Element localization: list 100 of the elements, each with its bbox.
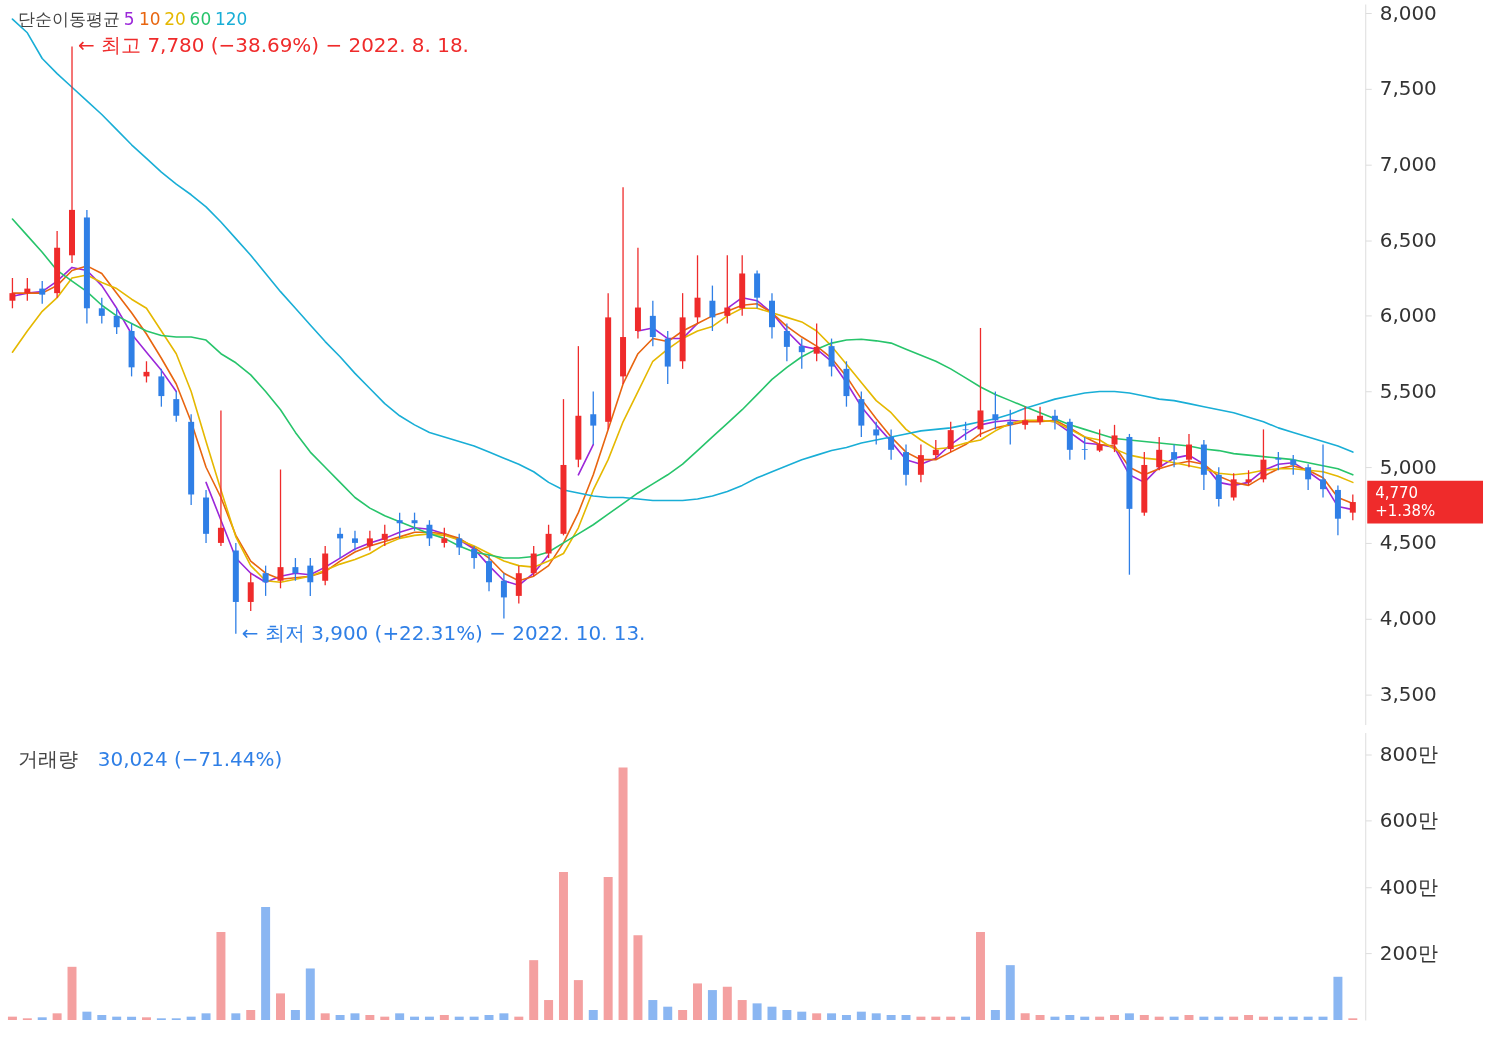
bar xyxy=(454,1016,464,1020)
bar xyxy=(112,1016,122,1020)
bar xyxy=(871,1013,881,1020)
bar xyxy=(141,1017,151,1020)
bar xyxy=(380,1016,390,1020)
bar xyxy=(633,935,643,1020)
candlestick xyxy=(590,390,597,446)
bar xyxy=(201,1013,211,1020)
y-tick-label: 400만 xyxy=(1379,874,1438,899)
candlestick xyxy=(1022,406,1029,431)
bar xyxy=(1124,1013,1134,1020)
bar xyxy=(737,1000,747,1020)
y-tick-label: 8,000 xyxy=(1379,0,1437,25)
y-tick-label: 200만 xyxy=(1379,941,1438,966)
bar xyxy=(678,1010,688,1020)
candlestick xyxy=(813,322,820,362)
bar xyxy=(975,931,985,1020)
bar xyxy=(1095,1016,1105,1020)
bar xyxy=(990,1010,1000,1020)
bar xyxy=(395,1013,405,1020)
bar xyxy=(216,931,226,1020)
bar xyxy=(97,1014,107,1020)
candlestick xyxy=(247,572,254,612)
bar xyxy=(827,1013,837,1020)
candlestick xyxy=(441,527,448,549)
candlestick xyxy=(1275,451,1282,471)
candlestick xyxy=(947,421,954,453)
y-tick-label: 5,000 xyxy=(1379,454,1437,479)
bar xyxy=(1303,1016,1313,1020)
candlestick xyxy=(530,545,537,577)
bar xyxy=(499,1013,509,1020)
bar xyxy=(841,1014,851,1020)
bar xyxy=(916,1016,926,1020)
text: 거래량 xyxy=(17,747,78,772)
candlestick xyxy=(471,545,478,570)
candlestick xyxy=(351,530,358,552)
candlestick xyxy=(217,409,224,547)
candlestick xyxy=(709,284,716,332)
bar xyxy=(1020,1013,1030,1020)
bar xyxy=(693,983,703,1020)
bar xyxy=(1229,1016,1239,1020)
candlestick xyxy=(366,530,373,552)
bar xyxy=(901,1014,911,1020)
bar xyxy=(365,1014,375,1020)
candlestick xyxy=(932,439,939,461)
candlestick xyxy=(1081,436,1088,461)
bar xyxy=(946,1016,956,1020)
candlestick xyxy=(873,421,880,446)
bar xyxy=(931,1016,941,1020)
candlestick xyxy=(277,468,284,589)
candlestick xyxy=(694,254,701,325)
bar xyxy=(276,993,285,1020)
candlestick xyxy=(1037,406,1044,426)
bar xyxy=(82,1011,92,1020)
bar xyxy=(1035,1014,1045,1020)
bar xyxy=(812,1013,822,1020)
bar xyxy=(1080,1016,1090,1020)
legend-title: 단순이동평균 xyxy=(17,8,120,29)
candlestick xyxy=(1111,424,1118,453)
candlestick xyxy=(39,280,46,305)
bar xyxy=(1333,976,1343,1020)
bar xyxy=(52,1013,62,1020)
bar xyxy=(439,1014,449,1020)
bar xyxy=(1244,1014,1254,1020)
y-tick-label: 7,500 xyxy=(1379,76,1437,101)
y-tick-label: 5,500 xyxy=(1379,379,1437,404)
candlestick xyxy=(396,511,403,540)
candlestick xyxy=(307,557,314,597)
bar xyxy=(961,1016,971,1020)
candlestick xyxy=(798,337,805,370)
bar xyxy=(335,1014,345,1020)
bar xyxy=(424,1016,434,1020)
y-tick-label: 4,500 xyxy=(1379,530,1437,555)
bar xyxy=(856,1011,866,1020)
candlestick xyxy=(1007,409,1014,446)
annotation: 30,024 (−71.44%) xyxy=(97,747,283,772)
bar xyxy=(588,1010,598,1020)
candlestick xyxy=(962,421,969,441)
bar xyxy=(1288,1016,1298,1020)
bar xyxy=(1065,1014,1075,1020)
bar xyxy=(1139,1014,1149,1020)
candlestick xyxy=(262,564,269,597)
bar xyxy=(1169,1016,1179,1020)
candlestick xyxy=(1171,443,1178,468)
candlestick xyxy=(1156,436,1163,471)
candlestick xyxy=(724,254,731,325)
y-tick-label: 600만 xyxy=(1379,808,1438,833)
bar xyxy=(231,1013,241,1020)
y-tick-label: 6,000 xyxy=(1379,303,1437,328)
candlestick xyxy=(1305,463,1312,491)
y-tick-label: 7,000 xyxy=(1379,151,1437,176)
candlestick xyxy=(1260,428,1267,484)
bar xyxy=(797,1011,807,1020)
bar xyxy=(127,1016,137,1020)
bar xyxy=(707,990,717,1020)
candlestick xyxy=(411,511,418,532)
candlestick xyxy=(426,519,433,547)
bar xyxy=(484,1014,494,1020)
bar xyxy=(350,1013,360,1020)
annotation: ← 최저 3,900 (+22.31%) − 2022. 10. 13. xyxy=(241,620,646,645)
